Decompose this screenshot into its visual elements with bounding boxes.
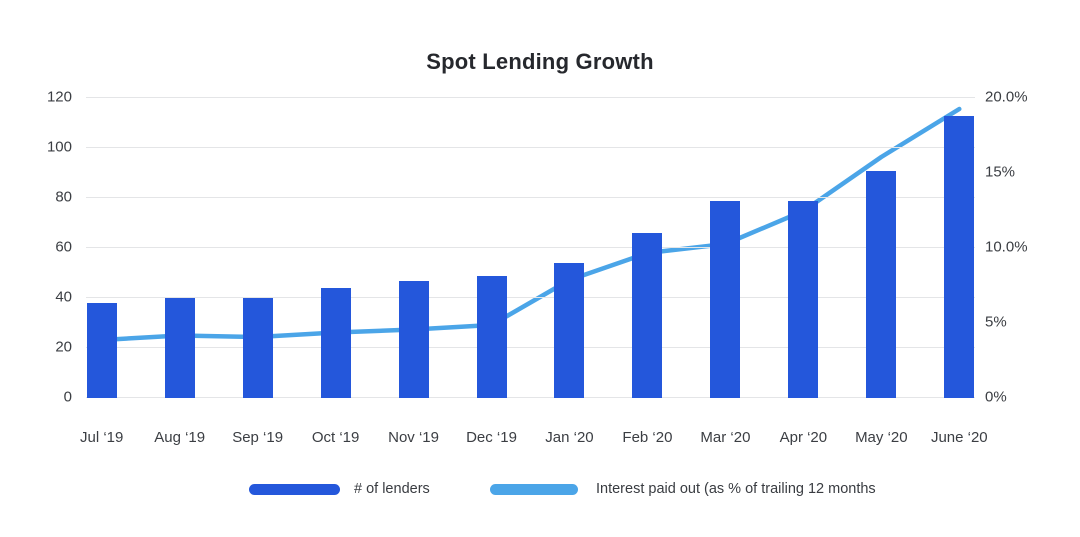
x-axis-label: Oct ‘19	[311, 429, 360, 446]
right-axis-tick: 10.0%	[985, 238, 1028, 256]
lenders-legend-label: # of lenders	[354, 481, 430, 497]
right-axis-tick: 20.0%	[985, 88, 1028, 106]
lenders-bar	[164, 298, 195, 398]
right-axis-tick: 5%	[985, 313, 1007, 331]
gridline	[86, 397, 975, 398]
lenders-bar	[242, 298, 273, 398]
x-axis-label: Feb ‘20	[622, 429, 673, 446]
interest-line	[99, 106, 962, 343]
lenders-bar	[710, 200, 741, 398]
interest-legend-label: Interest paid out (as % of trailing 12 m…	[596, 481, 876, 497]
gridline	[86, 197, 975, 198]
right-axis-tick: 15%	[985, 163, 1016, 181]
left-axis-tick: 0	[63, 388, 72, 406]
x-axis-label: Apr ‘20	[779, 429, 828, 446]
gridline	[86, 97, 975, 98]
legend: # of lenders Interest paid out (as % of …	[0, 479, 1080, 503]
lenders-bar	[320, 288, 351, 398]
gridline	[86, 147, 975, 148]
left-axis-tick: 80	[55, 188, 72, 206]
lenders-bar	[632, 233, 663, 398]
gridline	[86, 247, 975, 248]
x-axis-label: Sep ‘19	[232, 429, 284, 446]
interest-legend-swatch	[490, 484, 578, 495]
lenders-bar	[554, 263, 585, 398]
lenders-bar	[476, 275, 507, 398]
left-axis-tick: 60	[55, 238, 72, 256]
left-axis-tick: 100	[46, 138, 72, 156]
x-axis-label: Nov ‘19	[388, 429, 439, 446]
left-axis-tick: 120	[46, 88, 72, 106]
x-axis-label: Jan ‘20	[545, 429, 594, 446]
x-axis-label: Dec ‘19	[466, 429, 517, 446]
gridline	[86, 297, 975, 298]
lenders-bar	[86, 303, 117, 398]
x-axis-label: Aug ‘19	[154, 429, 206, 446]
x-axis-label: Mar ‘20	[700, 429, 751, 446]
right-axis-tick: 0%	[985, 388, 1007, 406]
left-axis-tick: 40	[55, 288, 72, 306]
lenders-bar	[866, 170, 897, 398]
left-axis-tick: 20	[55, 338, 72, 356]
gridline	[86, 347, 975, 348]
lenders-legend-swatch	[249, 484, 340, 495]
x-axis-label: June ‘20	[930, 429, 988, 446]
x-axis-label: May ‘20	[855, 429, 908, 446]
lenders-bar	[398, 280, 429, 398]
plot-area	[86, 97, 975, 398]
lenders-bar	[944, 115, 975, 398]
lenders-bar	[788, 200, 819, 398]
chart-title: Spot Lending Growth	[426, 49, 654, 74]
x-axis-label: Jul ‘19	[80, 429, 124, 446]
